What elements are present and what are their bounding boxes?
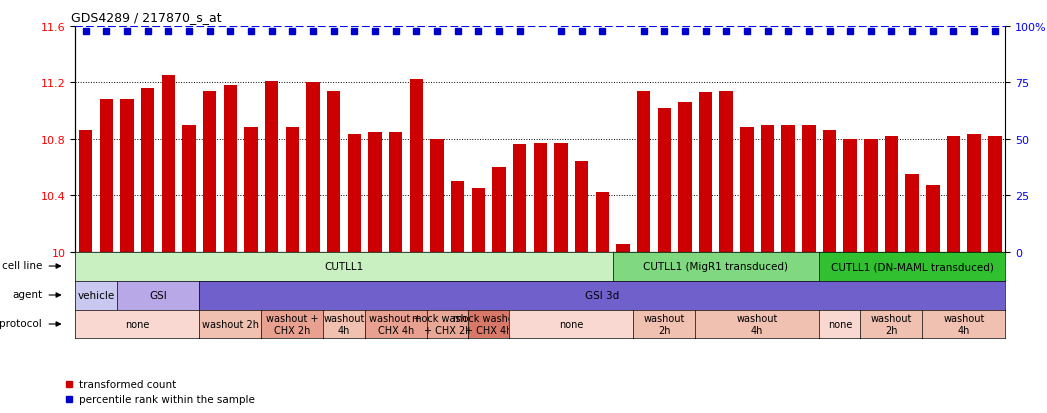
Text: transformed count: transformed count — [79, 379, 176, 389]
Bar — [967, 135, 981, 252]
Text: CUTLL1 (MigR1 transduced): CUTLL1 (MigR1 transduced) — [643, 261, 788, 271]
Bar — [369, 132, 382, 252]
Bar — [492, 168, 506, 252]
Bar — [224, 86, 237, 252]
Text: washout +
CHX 2h: washout + CHX 2h — [266, 313, 318, 335]
Bar — [678, 103, 692, 252]
Text: GSI: GSI — [149, 290, 166, 300]
Text: washout +
CHX 4h: washout + CHX 4h — [370, 313, 422, 335]
Text: washout
4h: washout 4h — [736, 313, 778, 335]
Text: GSI 3d: GSI 3d — [585, 290, 620, 300]
Text: agent: agent — [12, 290, 42, 300]
Bar — [513, 145, 527, 252]
Bar — [575, 162, 588, 252]
Bar — [265, 82, 279, 252]
Bar — [658, 109, 671, 252]
Bar — [409, 80, 423, 252]
Bar — [554, 144, 567, 252]
Bar — [740, 128, 754, 252]
Text: washout
2h: washout 2h — [644, 313, 685, 335]
Bar — [388, 132, 402, 252]
Text: CUTLL1 (DN-MAML transduced): CUTLL1 (DN-MAML transduced) — [830, 261, 994, 271]
Text: none: none — [827, 319, 852, 329]
Text: GDS4289 / 217870_s_at: GDS4289 / 217870_s_at — [71, 11, 221, 24]
Bar — [596, 193, 609, 252]
Bar — [988, 137, 1002, 252]
Bar — [451, 182, 464, 252]
Bar — [844, 140, 856, 252]
Bar — [906, 175, 919, 252]
Text: percentile rank within the sample: percentile rank within the sample — [79, 394, 254, 404]
Bar — [99, 100, 113, 252]
Text: washout
2h: washout 2h — [871, 313, 912, 335]
Bar — [719, 92, 733, 252]
Bar — [698, 93, 712, 252]
Text: mock washout
+ CHX 4h: mock washout + CHX 4h — [453, 313, 525, 335]
Bar — [761, 125, 774, 252]
Text: washout 2h: washout 2h — [202, 319, 259, 329]
Bar — [141, 89, 154, 252]
Text: none: none — [126, 319, 150, 329]
Bar — [617, 245, 629, 252]
Bar — [864, 140, 877, 252]
Text: protocol: protocol — [0, 319, 42, 329]
Bar — [244, 128, 258, 252]
Bar — [120, 100, 134, 252]
Bar — [802, 125, 816, 252]
Bar — [471, 189, 485, 252]
Bar — [534, 144, 547, 252]
Bar — [781, 125, 795, 252]
Text: washout
4h: washout 4h — [324, 313, 364, 335]
Bar — [927, 186, 939, 252]
Bar — [946, 137, 960, 252]
Bar — [203, 92, 217, 252]
Text: CUTLL1: CUTLL1 — [325, 261, 363, 271]
Bar — [182, 125, 196, 252]
Bar — [161, 76, 175, 252]
Bar — [327, 92, 340, 252]
Text: mock washout
+ CHX 2h: mock washout + CHX 2h — [411, 313, 483, 335]
Bar — [79, 131, 92, 252]
Text: none: none — [559, 319, 583, 329]
Text: washout
4h: washout 4h — [943, 313, 984, 335]
Bar — [637, 92, 650, 252]
Bar — [823, 131, 837, 252]
Bar — [307, 83, 319, 252]
Text: vehicle: vehicle — [77, 290, 115, 300]
Bar — [430, 140, 444, 252]
Bar — [348, 135, 361, 252]
Bar — [885, 137, 898, 252]
Bar — [286, 128, 299, 252]
Text: cell line: cell line — [2, 261, 42, 271]
